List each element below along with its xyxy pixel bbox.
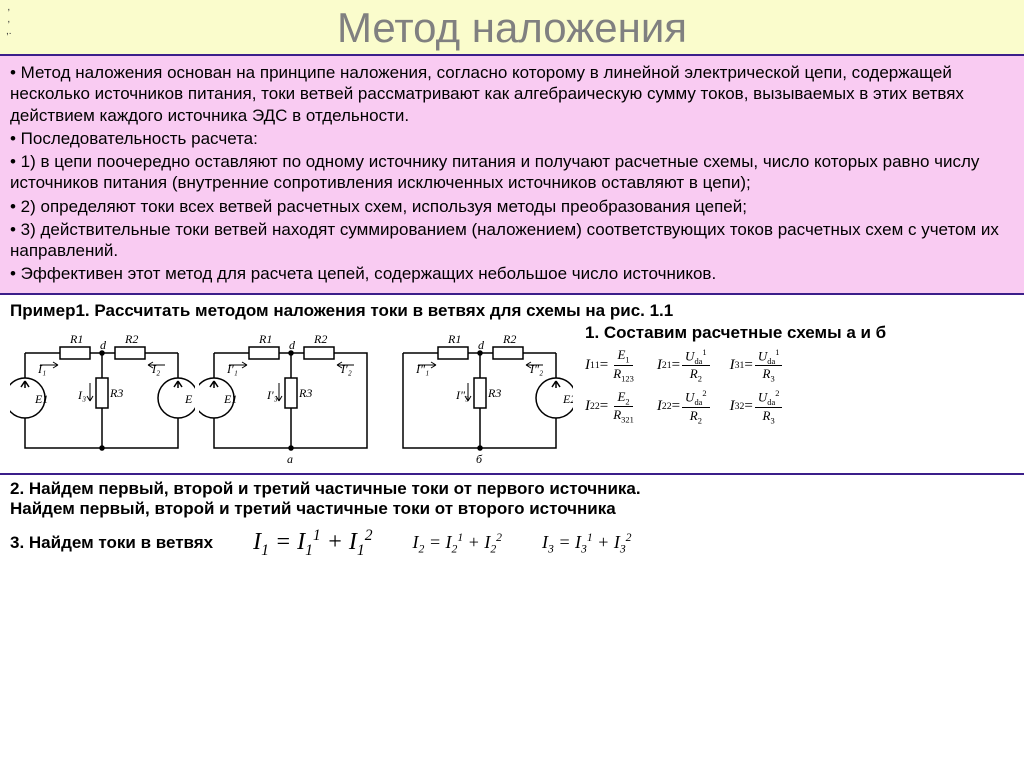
svg-text:d: d <box>100 338 107 352</box>
page-title: Метод наложения <box>0 4 1024 52</box>
theory-bullet-6: • Эффективен этот метод для расчета цепе… <box>10 263 1014 284</box>
quote-marks: , , ,. <box>6 2 12 38</box>
svg-text:E1: E1 <box>34 392 48 406</box>
theory-box: • Метод наложения основан на принципе на… <box>0 54 1024 295</box>
svg-text:d: d <box>289 338 296 352</box>
svg-text:I₁: I₁ <box>37 362 46 376</box>
svg-text:б: б <box>476 452 483 466</box>
eq-I32: I32 = Uda2R3 <box>730 388 785 426</box>
theory-bullet-5: • 3) действительные токи ветвей находят … <box>10 219 1014 262</box>
svg-text:E2: E2 <box>562 392 573 406</box>
svg-text:I'₂: I'₂ <box>340 362 352 376</box>
svg-text:I₂: I₂ <box>151 362 160 376</box>
theory-bullet-4: • 2) определяют токи всех ветвей расчетн… <box>10 196 1014 217</box>
svg-text:R2: R2 <box>313 332 327 346</box>
bottom-line-2: Найдем первый, второй и третий частичные… <box>10 499 1014 519</box>
eq-row-2: I22 = E2R321 I22 = Uda2R2 I32 = Uda2R3 <box>585 388 1014 426</box>
eq-final-I3: I3 = I31 + I32 <box>542 531 632 556</box>
svg-text:E: E <box>184 392 193 406</box>
svg-text:I"₁: I"₁ <box>415 362 429 376</box>
theory-bullet-2: • Последовательность расчета: <box>10 128 1014 149</box>
bottom-label-3: 3. Найдем токи в ветвях <box>10 533 213 553</box>
svg-text:R1: R1 <box>258 332 272 346</box>
eq-I12: I22 = E2R321 <box>585 388 639 426</box>
bottom-line-1: 2. Найдем первый, второй и третий частич… <box>10 479 1014 499</box>
svg-text:R2: R2 <box>502 332 516 346</box>
svg-text:d: d <box>478 338 485 352</box>
circuit-original: R1 R2 d R3 E1 E I₁ I₂ I₃ <box>10 323 195 473</box>
side-math-title: 1. Составим расчетные схемы а и б <box>585 323 1014 343</box>
svg-text:R1: R1 <box>69 332 83 346</box>
circuit-b: R1 R2 d R3 E2 б I"₁ I"₂ I"₃ <box>388 323 573 473</box>
eq-row-1: I11 = E1R123 I21 = Uda1R2 I31 = Uda1R3 <box>585 347 1014 385</box>
theory-bullet-3: • 1) в цепи поочередно оставляют по одно… <box>10 151 1014 194</box>
svg-text:R3: R3 <box>109 386 123 400</box>
bottom-equations: 3. Найдем токи в ветвях I1 = I11 + I12 I… <box>0 523 1024 564</box>
eq-final-I1: I1 = I11 + I12 <box>253 527 372 560</box>
svg-text:E1: E1 <box>223 392 237 406</box>
svg-text:I'₁: I'₁ <box>226 362 238 376</box>
svg-text:R3: R3 <box>487 386 501 400</box>
title-bar: , , ,. Метод наложения <box>0 0 1024 54</box>
svg-text:I'₃: I'₃ <box>266 388 278 402</box>
eq-I21: I21 = Uda1R2 <box>657 347 712 385</box>
bottom-text: 2. Найдем первый, второй и третий частич… <box>0 473 1024 523</box>
qm2: , <box>6 14 12 26</box>
svg-text:R1: R1 <box>447 332 461 346</box>
eq-final-I2: I2 = I21 + I22 <box>413 531 503 556</box>
svg-text:R2: R2 <box>124 332 138 346</box>
eq-I31: I31 = Uda1R3 <box>730 347 785 385</box>
theory-bullet-1: • Метод наложения основан на принципе на… <box>10 62 1014 126</box>
example-title: Пример1. Рассчитать методом наложения то… <box>0 295 1024 323</box>
qm3: ,. <box>6 26 12 38</box>
qm1: , <box>6 2 12 14</box>
svg-text:I₃: I₃ <box>77 388 86 402</box>
svg-text:R3: R3 <box>298 386 312 400</box>
svg-text:а: а <box>287 452 293 466</box>
side-math: 1. Составим расчетные схемы а и б I11 = … <box>577 323 1014 426</box>
diagram-row: R1 R2 d R3 E1 E I₁ I₂ I₃ <box>0 323 1024 473</box>
svg-text:I"₂: I"₂ <box>529 362 543 376</box>
eq-I11: I11 = E1R123 <box>585 347 639 385</box>
eq-I22: I22 = Uda2R2 <box>657 388 712 426</box>
circuit-a: R1 R2 d R3 E1 а I'₁ I'₂ I'₃ <box>199 323 384 473</box>
